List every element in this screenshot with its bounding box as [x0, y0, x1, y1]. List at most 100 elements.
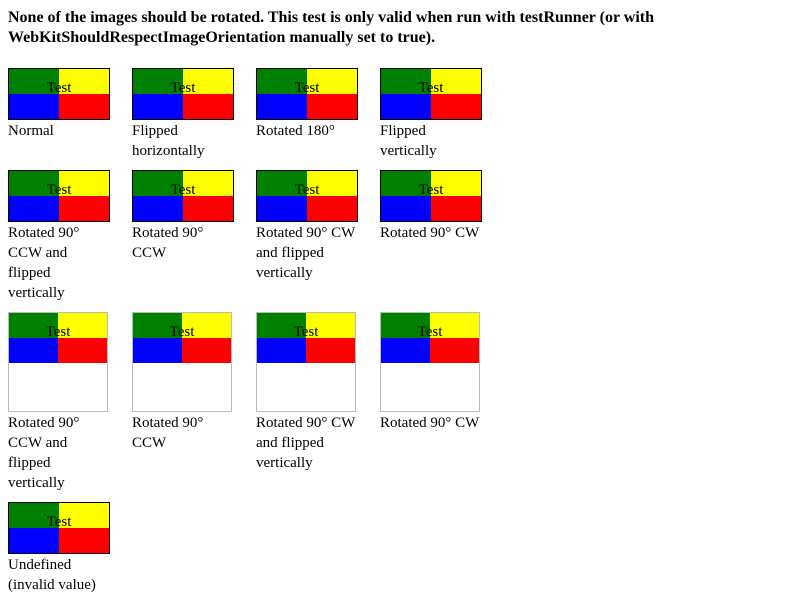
image-quadrant-bl — [9, 338, 58, 363]
image-caption: Flipped vertically — [380, 123, 437, 159]
orientation-test-item: Test Rotated 90° CCW and flipped vertical… — [8, 312, 118, 493]
image-quadrant-tl — [9, 313, 58, 338]
image-caption: Rotated 180° — [256, 123, 335, 139]
image-text: Test — [293, 324, 319, 340]
test-image: Test — [8, 170, 110, 222]
test-image: Test — [132, 312, 232, 412]
page-heading: None of the images should be rotated. Th… — [8, 9, 654, 46]
image-quadrant-br — [58, 338, 107, 363]
orientation-test-item: Test Rotated 90° CCW — [132, 312, 242, 453]
test-image: Test — [8, 502, 110, 554]
image-quadrant-bl — [381, 338, 430, 363]
image-quadrant-bl — [257, 338, 306, 363]
image-quadrant-tl — [381, 313, 430, 338]
image-quadrant-br — [307, 94, 357, 119]
test-image: Test — [256, 170, 358, 222]
image-quadrant-tr — [306, 313, 355, 338]
image-text: Test — [46, 80, 72, 96]
image-quadrant-bl — [133, 196, 183, 221]
image-quadrant-br — [307, 196, 357, 221]
image-quadrant-tr — [59, 69, 109, 94]
test-image: Test — [256, 312, 356, 412]
image-text: Test — [46, 514, 72, 530]
image-quadrant-tl — [381, 171, 431, 196]
test-image: Test — [380, 68, 482, 120]
orientation-test-item: Test Rotated 90° CW and flipped verticall… — [256, 170, 366, 283]
orientation-test-item: Test Rotated 180° — [256, 68, 366, 141]
image-quadrant-tr — [183, 69, 233, 94]
image-text: Test — [418, 182, 444, 198]
image-text: Test — [170, 80, 196, 96]
image-text: Test — [45, 324, 71, 340]
image-quadrant-bl — [381, 196, 431, 221]
image-quadrant-tr — [431, 69, 481, 94]
image-quadrant-br — [306, 338, 355, 363]
orientation-test-item: Test Flipped vertically — [380, 68, 490, 161]
image-quadrant-bl — [9, 94, 59, 119]
image-quadrant-br — [59, 94, 109, 119]
image-quadrant-tr — [59, 171, 109, 196]
image-text: Test — [294, 80, 320, 96]
image-quadrant-tl — [133, 171, 183, 196]
image-quadrant-br — [59, 528, 109, 553]
orientation-test-item: Test Rotated 90° CW — [380, 312, 490, 433]
test-image: Test — [8, 68, 110, 120]
image-quadrant-tl — [257, 313, 306, 338]
image-caption: Rotated 90° CCW — [132, 225, 204, 261]
image-quadrant-br — [59, 196, 109, 221]
image-quadrant-tr — [307, 171, 357, 196]
test-image: Test — [132, 68, 234, 120]
test-image: Test — [8, 312, 108, 412]
image-quadrant-tr — [430, 313, 479, 338]
image-caption: Rotated 90° CCW — [132, 415, 204, 451]
image-text: Test — [418, 80, 444, 96]
test-image: Test — [256, 68, 358, 120]
orientation-test-item: Test Normal — [8, 68, 118, 141]
image-caption: Flipped horizontally — [132, 123, 205, 159]
image-quadrant-br — [183, 196, 233, 221]
test-image: Test — [132, 170, 234, 222]
image-quadrant-br — [182, 338, 231, 363]
image-quadrant-bl — [9, 196, 59, 221]
orientation-test-item: Test Rotated 90° CW and flipped verticall… — [256, 312, 366, 473]
orientation-test-item: Test Rotated 90° CCW and flipped vertical… — [8, 170, 118, 303]
image-quadrant-tr — [183, 171, 233, 196]
image-quadrant-bl — [133, 94, 183, 119]
image-quadrant-bl — [257, 94, 307, 119]
image-caption: Rotated 90° CW — [380, 225, 480, 241]
image-caption: Rotated 90° CW — [380, 415, 480, 431]
image-quadrant-tl — [133, 313, 182, 338]
image-quadrant-tr — [182, 313, 231, 338]
image-caption: Rotated 90° CW and flipped vertically — [256, 225, 356, 281]
image-quadrant-tl — [381, 69, 431, 94]
image-quadrant-tr — [307, 69, 357, 94]
image-text: Test — [417, 324, 443, 340]
image-quadrant-bl — [133, 338, 182, 363]
orientation-test-item: Test Rotated 90° CCW — [132, 170, 242, 263]
test-image: Test — [380, 170, 482, 222]
image-quadrant-br — [430, 338, 479, 363]
orientation-test-item: Test Undefined (invalid value) — [8, 502, 118, 595]
image-text: Test — [46, 182, 72, 198]
orientation-test-item: Test Rotated 90° CW — [380, 170, 490, 243]
image-caption: Rotated 90° CCW and flipped vertically — [8, 415, 80, 491]
image-quadrant-tl — [257, 69, 307, 94]
test-image: Test — [380, 312, 480, 412]
image-caption: Normal — [8, 123, 54, 139]
image-quadrant-bl — [9, 528, 59, 553]
image-text: Test — [169, 324, 195, 340]
image-quadrant-tr — [431, 171, 481, 196]
image-quadrant-bl — [381, 94, 431, 119]
image-text: Test — [294, 182, 320, 198]
image-quadrant-tl — [257, 171, 307, 196]
image-quadrant-br — [431, 94, 481, 119]
orientation-test-item: Test Flipped horizontally — [132, 68, 242, 161]
image-caption: Rotated 90° CCW and flipped vertically — [8, 225, 80, 301]
image-quadrant-br — [183, 94, 233, 119]
image-quadrant-tr — [59, 503, 109, 528]
image-quadrant-tl — [133, 69, 183, 94]
image-quadrant-tl — [9, 171, 59, 196]
image-caption: Rotated 90° CW and flipped vertically — [256, 415, 356, 471]
image-caption: Undefined (invalid value) — [8, 557, 96, 593]
